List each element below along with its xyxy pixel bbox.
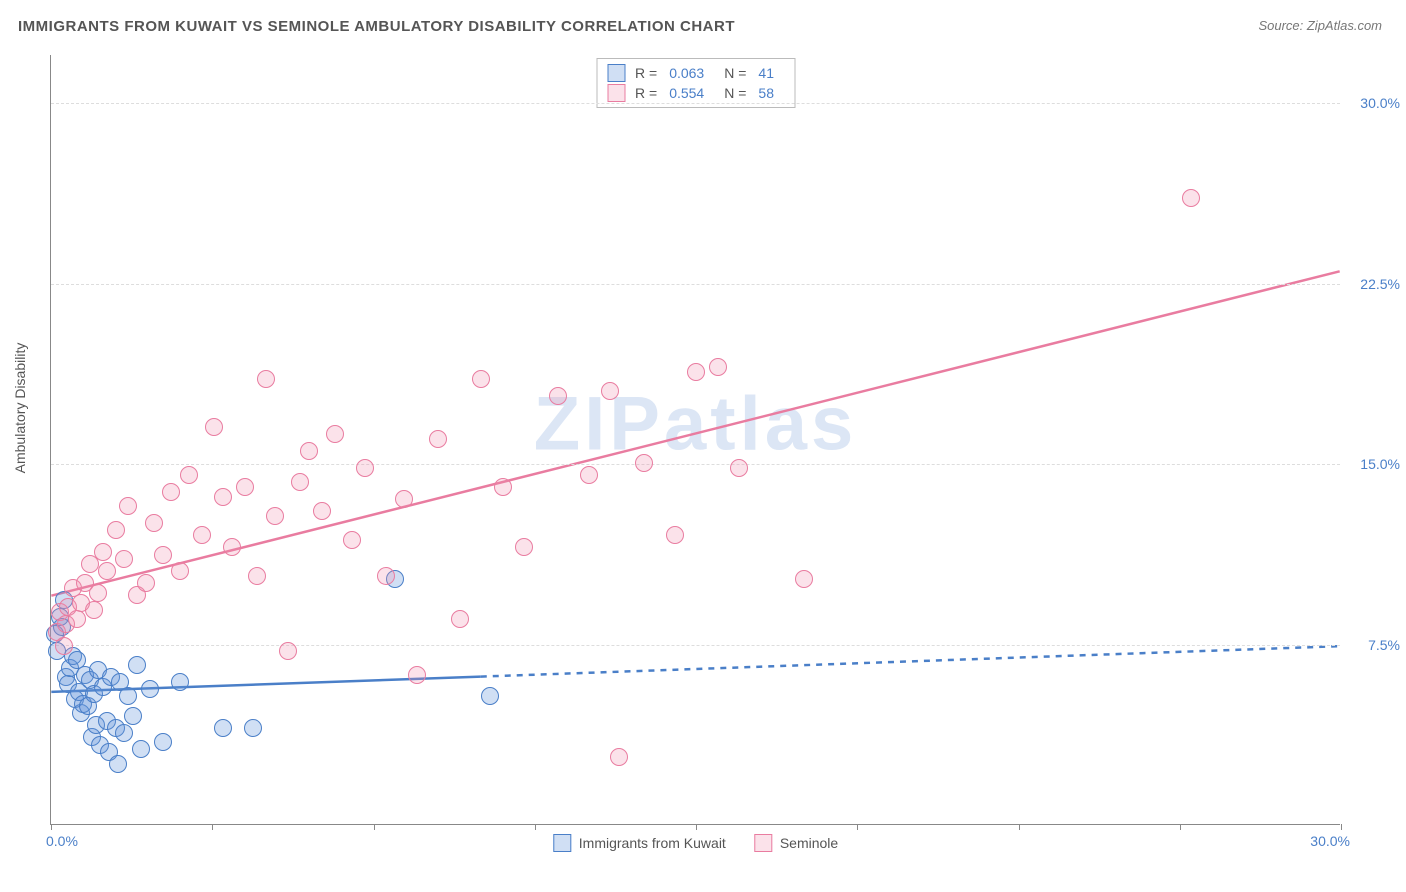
- scatter-point: [141, 680, 159, 698]
- y-tick-label: 7.5%: [1368, 637, 1400, 653]
- scatter-point: [248, 567, 266, 585]
- y-tick-label: 22.5%: [1360, 276, 1400, 292]
- x-tick: [535, 824, 536, 830]
- scatter-point: [128, 656, 146, 674]
- scatter-point: [214, 488, 232, 506]
- scatter-point: [687, 363, 705, 381]
- scatter-point: [326, 425, 344, 443]
- x-tick: [1019, 824, 1020, 830]
- legend-swatch-pink: [754, 834, 772, 852]
- x-tick: [1180, 824, 1181, 830]
- scatter-point: [107, 521, 125, 539]
- y-axis-title: Ambulatory Disability: [12, 343, 28, 474]
- scatter-point: [580, 466, 598, 484]
- legend-series-label: Immigrants from Kuwait: [579, 835, 726, 851]
- scatter-point: [98, 562, 116, 580]
- x-axis-origin-label: 0.0%: [46, 833, 78, 849]
- scatter-point: [481, 687, 499, 705]
- x-tick: [696, 824, 697, 830]
- x-tick: [374, 824, 375, 830]
- scatter-point: [730, 459, 748, 477]
- scatter-point: [635, 454, 653, 472]
- scatter-point: [124, 707, 142, 725]
- scatter-point: [395, 490, 413, 508]
- scatter-point: [429, 430, 447, 448]
- scatter-point: [55, 637, 73, 655]
- scatter-point: [279, 642, 297, 660]
- chart-plot-area: ZIPatlas R = 0.063 N = 41 R = 0.554 N = …: [50, 55, 1340, 825]
- scatter-point: [180, 466, 198, 484]
- x-tick: [1341, 824, 1342, 830]
- scatter-point: [89, 584, 107, 602]
- chart-title: IMMIGRANTS FROM KUWAIT VS SEMINOLE AMBUL…: [18, 18, 735, 35]
- scatter-point: [193, 526, 211, 544]
- scatter-point: [205, 418, 223, 436]
- legend-item: Seminole: [754, 834, 838, 852]
- scatter-point: [115, 550, 133, 568]
- scatter-point: [709, 358, 727, 376]
- y-tick-label: 15.0%: [1360, 456, 1400, 472]
- scatter-point: [549, 387, 567, 405]
- scatter-point: [171, 673, 189, 691]
- scatter-point: [154, 546, 172, 564]
- scatter-point: [119, 497, 137, 515]
- scatter-point: [154, 733, 172, 751]
- scatter-point: [68, 610, 86, 628]
- scatter-point: [94, 543, 112, 561]
- scatter-point: [244, 719, 262, 737]
- source-label: Source: ZipAtlas.com: [1258, 18, 1382, 33]
- x-tick: [51, 824, 52, 830]
- scatter-point: [313, 502, 331, 520]
- scatter-point: [162, 483, 180, 501]
- gridline: [51, 645, 1340, 646]
- legend-series: Immigrants from Kuwait Seminole: [553, 834, 838, 852]
- scatter-point: [601, 382, 619, 400]
- scatter-point: [119, 687, 137, 705]
- trend-line: [481, 646, 1340, 676]
- scatter-point: [257, 370, 275, 388]
- trend-line: [51, 271, 1339, 595]
- legend-swatch-blue: [553, 834, 571, 852]
- x-axis-max-label: 30.0%: [1310, 833, 1350, 849]
- legend-item: Immigrants from Kuwait: [553, 834, 726, 852]
- scatter-point: [109, 755, 127, 773]
- scatter-point: [408, 666, 426, 684]
- scatter-point: [451, 610, 469, 628]
- scatter-point: [171, 562, 189, 580]
- gridline: [51, 103, 1340, 104]
- gridline: [51, 284, 1340, 285]
- scatter-point: [300, 442, 318, 460]
- scatter-point: [291, 473, 309, 491]
- scatter-point: [236, 478, 254, 496]
- scatter-point: [145, 514, 163, 532]
- scatter-point: [85, 601, 103, 619]
- scatter-point: [666, 526, 684, 544]
- scatter-point: [610, 748, 628, 766]
- scatter-point: [377, 567, 395, 585]
- gridline: [51, 464, 1340, 465]
- scatter-point: [795, 570, 813, 588]
- scatter-point: [515, 538, 533, 556]
- legend-series-label: Seminole: [780, 835, 838, 851]
- scatter-point: [494, 478, 512, 496]
- scatter-point: [132, 740, 150, 758]
- x-tick: [857, 824, 858, 830]
- x-tick: [212, 824, 213, 830]
- scatter-point: [356, 459, 374, 477]
- scatter-point: [137, 574, 155, 592]
- scatter-point: [1182, 189, 1200, 207]
- scatter-point: [266, 507, 284, 525]
- scatter-point: [115, 724, 133, 742]
- trend-lines-svg: [51, 55, 1340, 824]
- scatter-point: [472, 370, 490, 388]
- y-tick-label: 30.0%: [1360, 95, 1400, 111]
- scatter-point: [223, 538, 241, 556]
- scatter-point: [214, 719, 232, 737]
- scatter-point: [343, 531, 361, 549]
